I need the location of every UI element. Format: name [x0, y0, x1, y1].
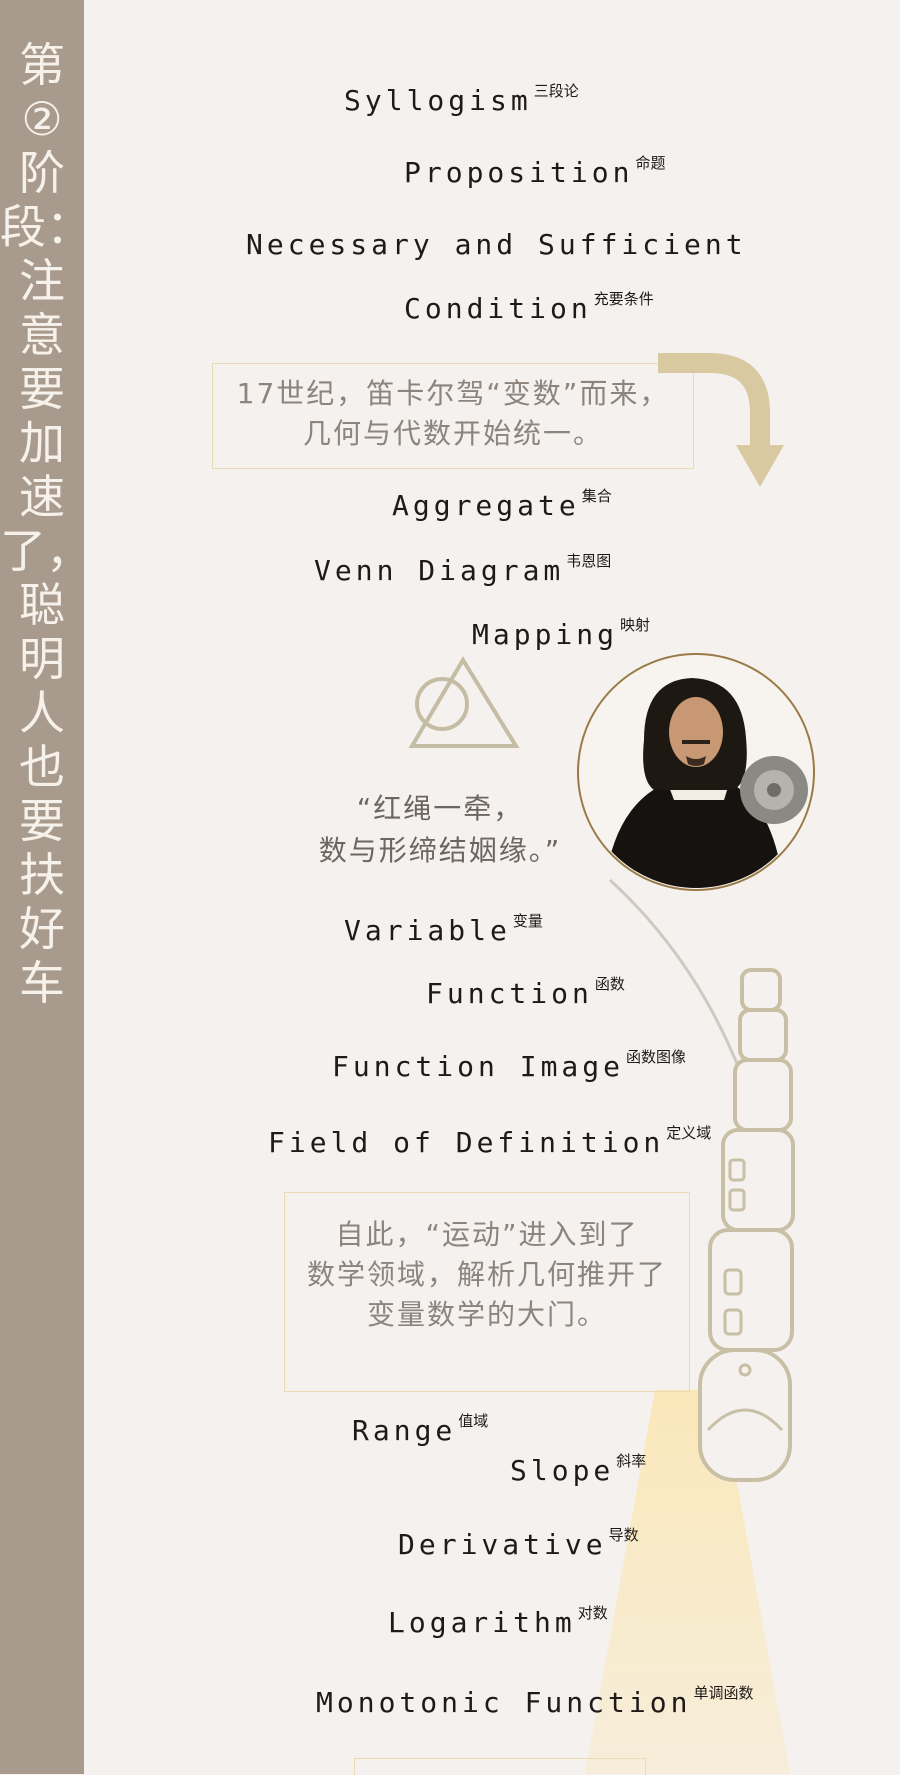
light-beam-icon: [585, 1390, 790, 1774]
term-venn-diagram: Venn Diagram 韦恩图: [314, 552, 612, 587]
term-function: Function 函数: [426, 975, 625, 1010]
venn-triangle-icon: [408, 656, 520, 748]
term-field-of-definition: Field of Definition 定义域: [268, 1124, 712, 1159]
term-function-image: Function Image 函数图像: [332, 1048, 687, 1083]
term-aggregate: Aggregate 集合: [392, 487, 612, 522]
train-illustration: [608, 878, 795, 1482]
term-proposition: Proposition 命题: [404, 154, 666, 189]
motion-note-line2: 数学领域，解析几何推开了: [306, 1258, 667, 1291]
term-slope: Slope 斜率: [510, 1452, 647, 1487]
term-monotonic-function: Monotonic Function 单调函数: [316, 1684, 754, 1719]
descartes-portrait: [577, 653, 815, 891]
next-note-box-edge: [354, 1758, 646, 1775]
term-mapping: Mapping 映射: [472, 616, 651, 651]
red-string-quote: “红绳一牵， 数与形缔结姻缘。”: [280, 788, 600, 872]
arrow-icon: [658, 353, 784, 487]
motion-note-line3: 变量数学的大门。: [366, 1298, 607, 1331]
term-variable: Variable 变量: [344, 912, 543, 947]
descartes-note-box: 17世纪，笛卡尔驾“变数”而来， 几何与代数开始统一。: [212, 363, 694, 469]
term-syllogism: Syllogism 三段论: [344, 82, 579, 117]
term-derivative: Derivative 导数: [398, 1526, 639, 1561]
motion-note-box: 自此，“运动”进入到了 数学领域，解析几何推开了 变量数学的大门。: [284, 1192, 690, 1392]
quote-line2: 数与形缔结姻缘。”: [318, 834, 562, 867]
sidebar: 第②阶段：注意要加速了，聪明人也要扶好车: [0, 0, 92, 1774]
descartes-note-line2: 几何与代数开始统一。: [302, 417, 603, 450]
term-condition: Condition 充要条件: [404, 290, 654, 325]
term-necessary-sufficient: Necessary and Sufficient: [246, 228, 747, 261]
motion-note-line1: 自此，“运动”进入到了: [335, 1218, 639, 1251]
term-logarithm: Logarithm 对数: [388, 1604, 608, 1639]
quote-line1: “红绳一牵，: [356, 792, 524, 825]
sidebar-title: 第②阶段：注意要加速了，聪明人也要扶好车: [0, 38, 92, 1010]
term-range: Range 值域: [352, 1412, 489, 1447]
descartes-note-line1: 17世纪，笛卡尔驾“变数”而来，: [236, 377, 670, 410]
